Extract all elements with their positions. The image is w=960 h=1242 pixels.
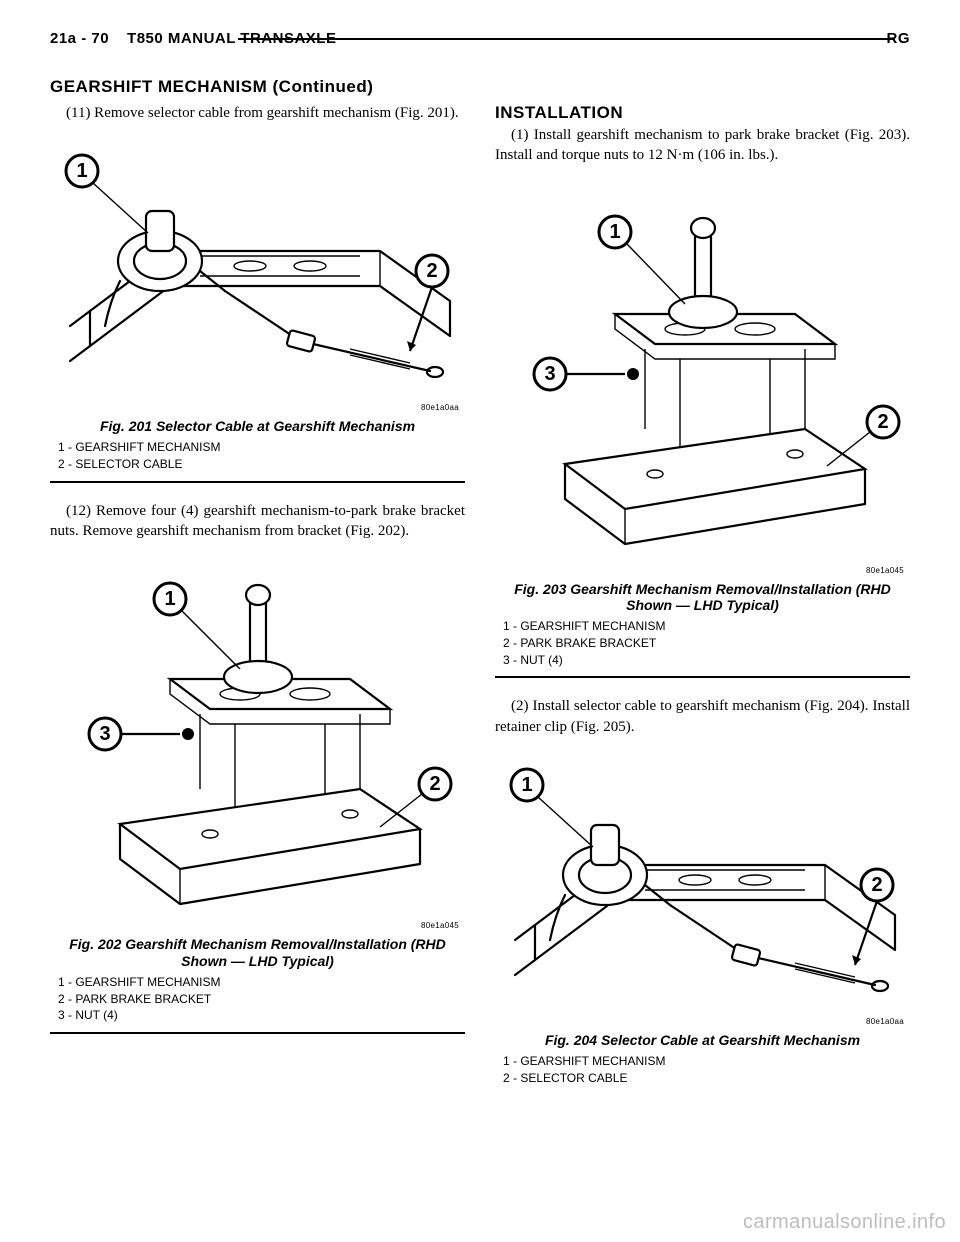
figure-204-image: 1 2 xyxy=(495,755,910,1015)
figure-204: 1 2 80e1a0aa Fig. 204 Selector Cable at … xyxy=(495,755,910,1086)
figure-201-key-1: 1 - GEARSHIFT MECHANISM xyxy=(58,439,465,456)
figure-202-key-2: 2 - PARK BRAKE BRACKET xyxy=(58,991,465,1008)
para-install-2: (2) Install selector cable to gearshift … xyxy=(495,696,910,737)
installation-heading: INSTALLATION xyxy=(495,103,910,123)
svg-text:3: 3 xyxy=(544,363,555,385)
figure-204-key-1: 1 - GEARSHIFT MECHANISM xyxy=(503,1053,910,1070)
svg-text:1: 1 xyxy=(76,160,87,182)
figure-202: 1 3 2 80e1a045 Fig. 202 Gearshift Mechan… xyxy=(50,559,465,1034)
figure-203-code: 80e1a045 xyxy=(495,566,910,575)
figure-201-key-2: 2 - SELECTOR CABLE xyxy=(58,456,465,473)
svg-text:3: 3 xyxy=(99,723,110,745)
figure-203: 1 3 2 80e1a045 Fig. 203 Gearshift Mechan… xyxy=(495,184,910,679)
figure-202-key-1: 1 - GEARSHIFT MECHANISM xyxy=(58,974,465,991)
svg-text:2: 2 xyxy=(426,260,437,282)
figure-201-image: 1 2 xyxy=(50,141,465,401)
figure-204-key-2: 2 - SELECTOR CABLE xyxy=(503,1070,910,1087)
para-11: (11) Remove selector cable from gearshif… xyxy=(50,103,465,123)
figure-203-key-2: 2 - PARK BRAKE BRACKET xyxy=(503,635,910,652)
svg-text:2: 2 xyxy=(429,773,440,795)
figure-202-caption: Fig. 202 Gearshift Mechanism Removal/Ins… xyxy=(50,936,465,970)
figure-202-image: 1 3 2 xyxy=(50,559,465,919)
watermark: carmanualsonline.info xyxy=(743,1211,946,1234)
section-title: GEARSHIFT MECHANISM (Continued) xyxy=(50,77,910,97)
figure-203-image: 1 3 2 xyxy=(495,184,910,564)
svg-text:2: 2 xyxy=(877,411,888,433)
svg-text:2: 2 xyxy=(871,874,882,896)
para-install-1: (1) Install gearshift mechanism to park … xyxy=(495,125,910,166)
figure-204-code: 80e1a0aa xyxy=(495,1017,910,1026)
figure-201-code: 80e1a0aa xyxy=(50,403,465,412)
figure-203-caption: Fig. 203 Gearshift Mechanism Removal/Ins… xyxy=(495,581,910,615)
figure-201: 1 2 80e1a0aa Fig. 201 Selector Cable at … xyxy=(50,141,465,482)
right-column: INSTALLATION (1) Install gearshift mecha… xyxy=(495,103,910,1086)
figure-204-caption: Fig. 204 Selector Cable at Gearshift Mec… xyxy=(495,1032,910,1049)
svg-text:1: 1 xyxy=(521,774,532,796)
header-rule xyxy=(238,38,895,40)
page: 21a - 70 T850 MANUAL TRANSAXLE RG GEARSH… xyxy=(0,0,960,1242)
figure-202-code: 80e1a045 xyxy=(50,921,465,930)
left-column: (11) Remove selector cable from gearshif… xyxy=(50,103,465,1086)
figure-202-key-3: 3 - NUT (4) xyxy=(58,1007,465,1024)
figure-201-caption: Fig. 201 Selector Cable at Gearshift Mec… xyxy=(50,418,465,435)
figure-203-key-3: 3 - NUT (4) xyxy=(503,652,910,669)
figure-203-key-1: 1 - GEARSHIFT MECHANISM xyxy=(503,618,910,635)
svg-text:1: 1 xyxy=(609,221,620,243)
para-12: (12) Remove four (4) gearshift mechanism… xyxy=(50,501,465,542)
svg-text:1: 1 xyxy=(164,588,175,610)
page-number: 21a - 70 xyxy=(50,30,109,47)
